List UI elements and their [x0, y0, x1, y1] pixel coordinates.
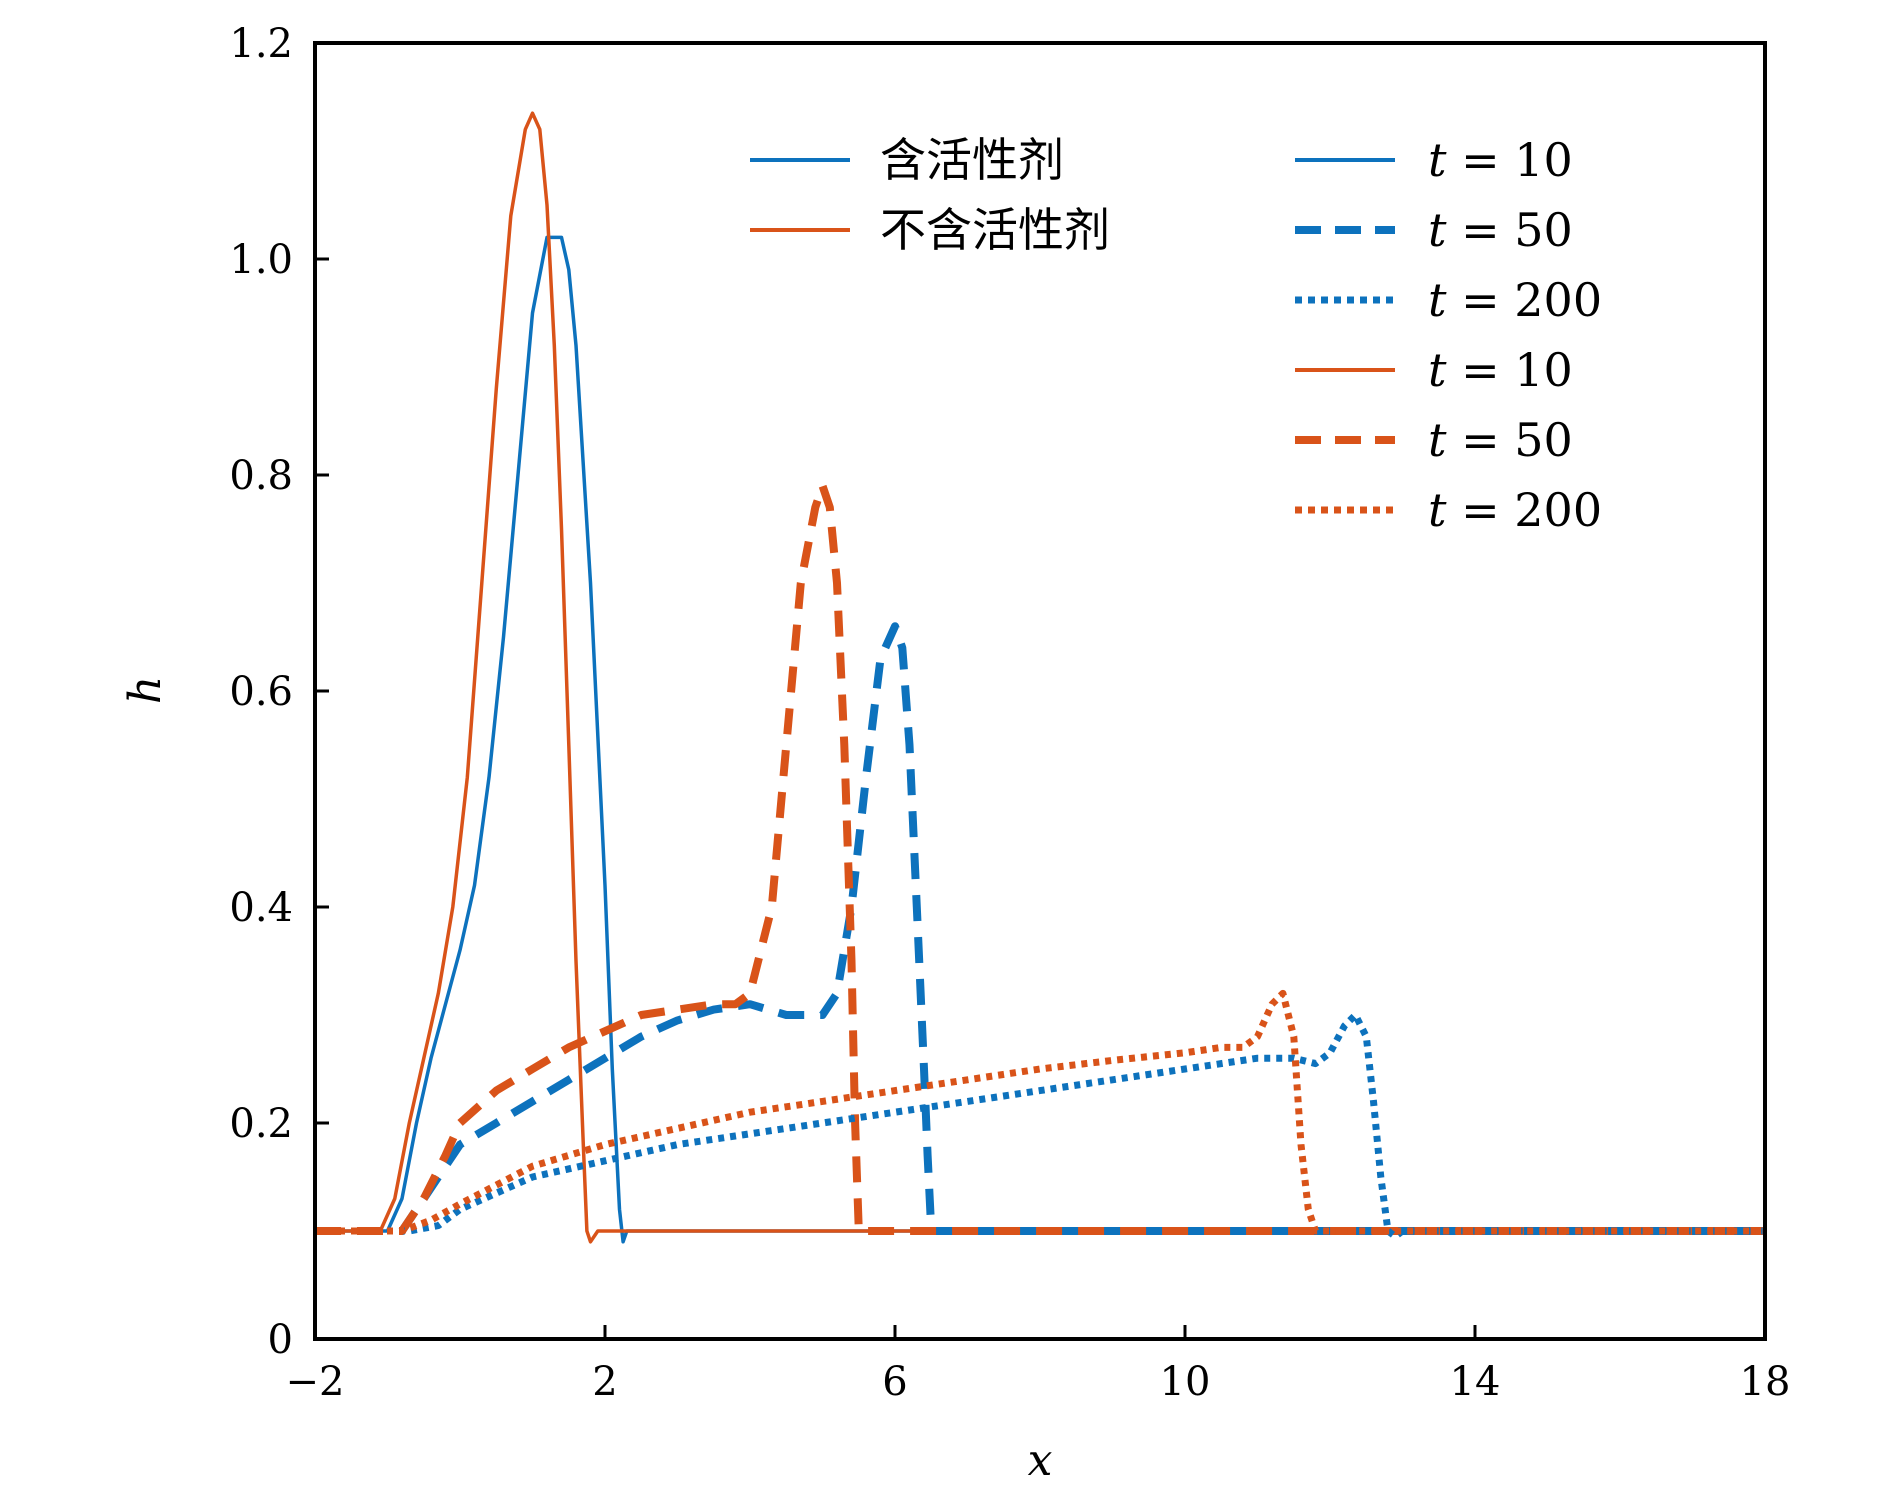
series-line-1: [315, 235, 1765, 1244]
legend-group-label: 不含活性剂: [880, 203, 1110, 257]
series-line-5: [315, 1011, 1765, 1240]
y-axis-label: h: [120, 676, 171, 704]
x-tick-label: 2: [592, 1359, 617, 1405]
series-line-4: [315, 481, 1765, 1235]
x-tick-label: 10: [1160, 1359, 1211, 1405]
y-tick-label: 1.0: [229, 237, 293, 283]
legend-group-label: 含活性剂: [880, 133, 1064, 187]
legend-time-label: t = 200: [1428, 483, 1602, 537]
x-tick-label: 14: [1450, 1359, 1501, 1405]
plot-area: [315, 111, 1765, 1244]
y-tick-label: 0: [268, 1317, 293, 1363]
y-tick-label: 0.2: [229, 1101, 293, 1147]
x-axis-label: x: [1028, 1435, 1053, 1486]
x-tick-label: −2: [286, 1359, 345, 1405]
x-tick-label: 18: [1740, 1359, 1791, 1405]
y-tick-label: 0.4: [229, 885, 293, 931]
x-tick-label: 6: [882, 1359, 907, 1405]
legend-time-label: t = 10: [1428, 343, 1573, 397]
y-tick-label: 1.2: [229, 21, 293, 67]
series-line-3: [315, 622, 1765, 1235]
legend-time-label: t = 10: [1428, 133, 1573, 187]
legend-time-label: t = 200: [1428, 273, 1602, 327]
axis-ticks: −2 2 6 10 14 18 0 0.2 0.4 0.6 0.8 1.0 1.2: [229, 21, 1790, 1405]
series-line-6: [315, 989, 1765, 1235]
y-tick-label: 0.6: [229, 669, 293, 715]
legend-time-label: t = 50: [1428, 413, 1573, 467]
series-line-2: [315, 111, 1765, 1244]
legend-time-label: t = 50: [1428, 203, 1573, 257]
y-tick-label: 0.8: [229, 453, 293, 499]
